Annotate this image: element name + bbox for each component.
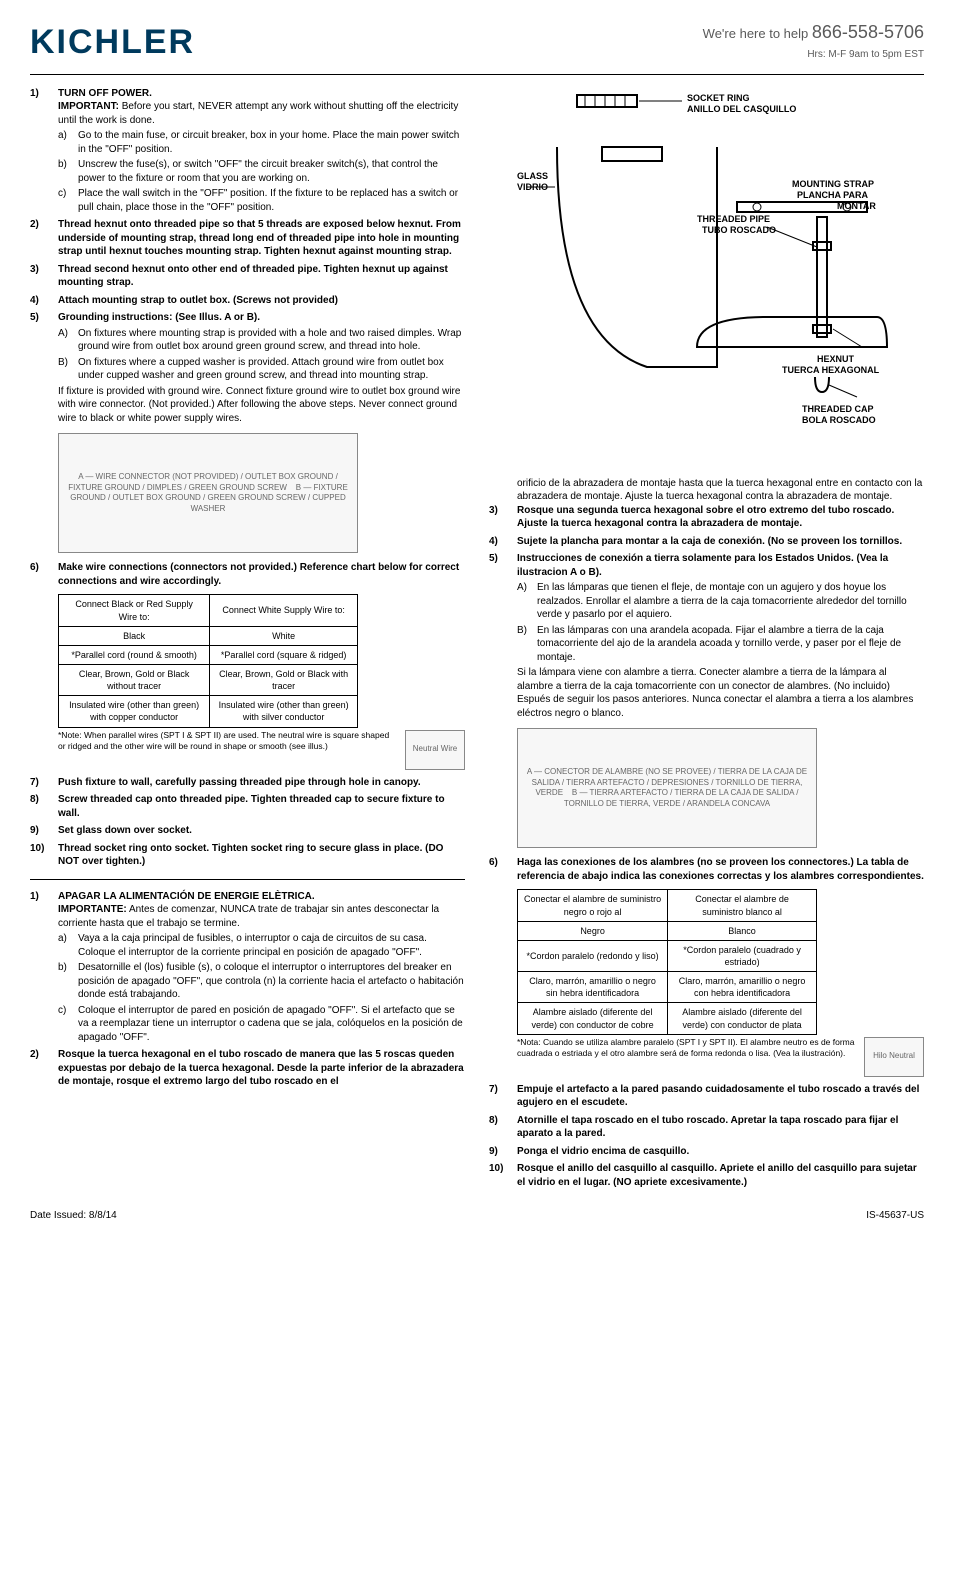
es-step-1b: b)Desatornille el (los) fusible (s), o c… [58,961,465,1002]
en-step-10: 10)Thread socket ring onto socket. Tight… [30,842,465,869]
en-step-1a: a)Go to the main fuse, or circuit breake… [58,129,465,156]
en-step-1: 1) TURN OFF POWER. IMPORTANT: Before you… [30,87,465,215]
main-columns: 1) TURN OFF POWER. IMPORTANT: Before you… [30,87,924,1193]
left-column: 1) TURN OFF POWER. IMPORTANT: Before you… [30,87,465,1193]
step-body: Before you start, NEVER attempt any work… [58,101,458,126]
footer-date: Date Issued: 8/8/14 [30,1209,117,1223]
en-steps-cont2: 7)Push fixture to wall, carefully passin… [30,776,465,869]
en-steps: 1) TURN OFF POWER. IMPORTANT: Before you… [30,87,465,426]
grounding-illustration-en: A — WIRE CONNECTOR (NOT PROVIDED) / OUTL… [58,433,358,553]
en-step-1b: b)Unscrew the fuse(s), or switch "OFF" t… [58,158,465,185]
svg-text:THREADED CAP: THREADED CAP [802,404,874,414]
en-steps-cont: 6)Make wire connections (connectors not … [30,561,465,588]
en-step-5: 5)Grounding instructions: (See Illus. A … [30,311,465,425]
svg-text:TUERCA HEXAGONAL: TUERCA HEXAGONAL [782,365,880,375]
svg-text:PLANCHA PARA: PLANCHA PARA [797,190,868,200]
svg-text:TUBO ROSCADO: TUBO ROSCADO [702,225,776,235]
es-step-4: 4)Sujete la plancha para montar a la caj… [489,535,924,549]
es-steps-col1: 1) APAGAR LA ALIMENTACIÓN DE ENERGIE ELÈ… [30,890,465,1089]
es-step-1c: c)Coloque el interruptor de pared en pos… [58,1004,465,1045]
en-step-5-after: If fixture is provided with ground wire.… [58,386,460,424]
help-block: We're here to help 866-558-5706 Hrs: M-F… [703,20,924,62]
es-steps-col2: 3)Rosque una segunda tuerca hexagonal so… [489,504,924,721]
es-step-7: 7)Empuje el artefacto a la pared pasando… [489,1083,924,1110]
es-steps-col2b: 6)Haga las conexiones de los alambres (n… [489,856,924,883]
wire-table-en: Connect Black or Red Supply Wire to:Conn… [58,594,358,727]
grounding-illustration-es: A — CONECTOR DE ALAMBRE (NO SE PROVEE) /… [517,728,817,848]
help-hours: Hrs: M-F 9am to 5pm EST [807,49,924,60]
en-step-5b: B)On fixtures where a cupped washer is p… [58,356,465,383]
svg-text:GLASS: GLASS [517,171,548,181]
step-head: TURN OFF POWER. [58,88,152,99]
es-step-5b: B)En las lámparas con una arandela acopa… [517,624,924,665]
en-step-9: 9)Set glass down over socket. [30,824,465,838]
svg-text:THREADED PIPE: THREADED PIPE [697,214,770,224]
es-step-5: 5)Instrucciones de conexión a tierra sol… [489,552,924,720]
en-step-3: 3)Thread second hexnut onto other end of… [30,263,465,290]
right-column: SOCKET RING ANILLO DEL CASQUILLO GLASS V… [489,87,924,1193]
en-step-4: 4)Attach mounting strap to outlet box. (… [30,294,465,308]
wire-note-en: *Note: When parallel wires (SPT I & SPT … [30,730,465,770]
es-step-2: 2)Rosque la tuerca hexagonal en el tubo … [30,1048,465,1089]
neutral-wire-illus-es: Hilo Neutral [864,1037,924,1077]
page-footer: Date Issued: 8/8/14 IS-45637-US [30,1209,924,1223]
es-step-2-cont: orificio de la abrazadera de montaje has… [489,477,924,504]
en-step-7: 7)Push fixture to wall, carefully passin… [30,776,465,790]
fixture-diagram: SOCKET RING ANILLO DEL CASQUILLO GLASS V… [489,87,924,467]
neutral-wire-illus-en: Neutral Wire [405,730,465,770]
svg-text:ANILLO DEL CASQUILLO: ANILLO DEL CASQUILLO [687,104,796,114]
svg-text:VIDRIO: VIDRIO [517,182,548,192]
es-step-3: 3)Rosque una segunda tuerca hexagonal so… [489,504,924,531]
es-step-6: 6)Haga las conexiones de los alambres (n… [489,856,924,883]
en-step-8: 8)Screw threaded cap onto threaded pipe.… [30,793,465,820]
help-label: We're here to help [703,26,809,41]
svg-text:HEXNUT: HEXNUT [817,354,855,364]
help-phone: 866-558-5706 [812,22,924,42]
es-step-9: 9)Ponga el vidrio encima de casquillo. [489,1145,924,1159]
svg-text:MONTAR: MONTAR [837,201,876,211]
es-step-1: 1) APAGAR LA ALIMENTACIÓN DE ENERGIE ELÈ… [30,890,465,1045]
wire-note-es: *Nota: Cuando se utiliza alambre paralel… [489,1037,924,1077]
en-step-6: 6)Make wire connections (connectors not … [30,561,465,588]
en-step-5a: A)On fixtures where mounting strap is pr… [58,327,465,354]
svg-text:MOUNTING STRAP: MOUNTING STRAP [792,179,874,189]
brand-logo: KICHLER [30,20,195,66]
es-steps-col2c: 7)Empuje el artefacto a la pared pasando… [489,1083,924,1190]
svg-text:SOCKET RING: SOCKET RING [687,93,750,103]
svg-text:BOLA ROSCADO: BOLA ROSCADO [802,415,876,425]
page-header: KICHLER We're here to help 866-558-5706 … [30,20,924,75]
footer-code: IS-45637-US [866,1209,924,1223]
es-step-10: 10)Rosque el anillo del casquillo al cas… [489,1162,924,1189]
en-step-1c: c)Place the wall switch in the "OFF" pos… [58,187,465,214]
section-divider [30,879,465,880]
es-step-5a: A)En las lámparas que tienen el fleje, d… [517,581,924,622]
es-step-1a: a)Vaya a la caja principal de fusibles, … [58,932,465,959]
es-step-8: 8)Atornille el tapa roscado en el tubo r… [489,1114,924,1141]
wire-table-es: Conectar el alambre de suministro negro … [517,889,817,1034]
en-step-2: 2)Thread hexnut onto threaded pipe so th… [30,218,465,259]
